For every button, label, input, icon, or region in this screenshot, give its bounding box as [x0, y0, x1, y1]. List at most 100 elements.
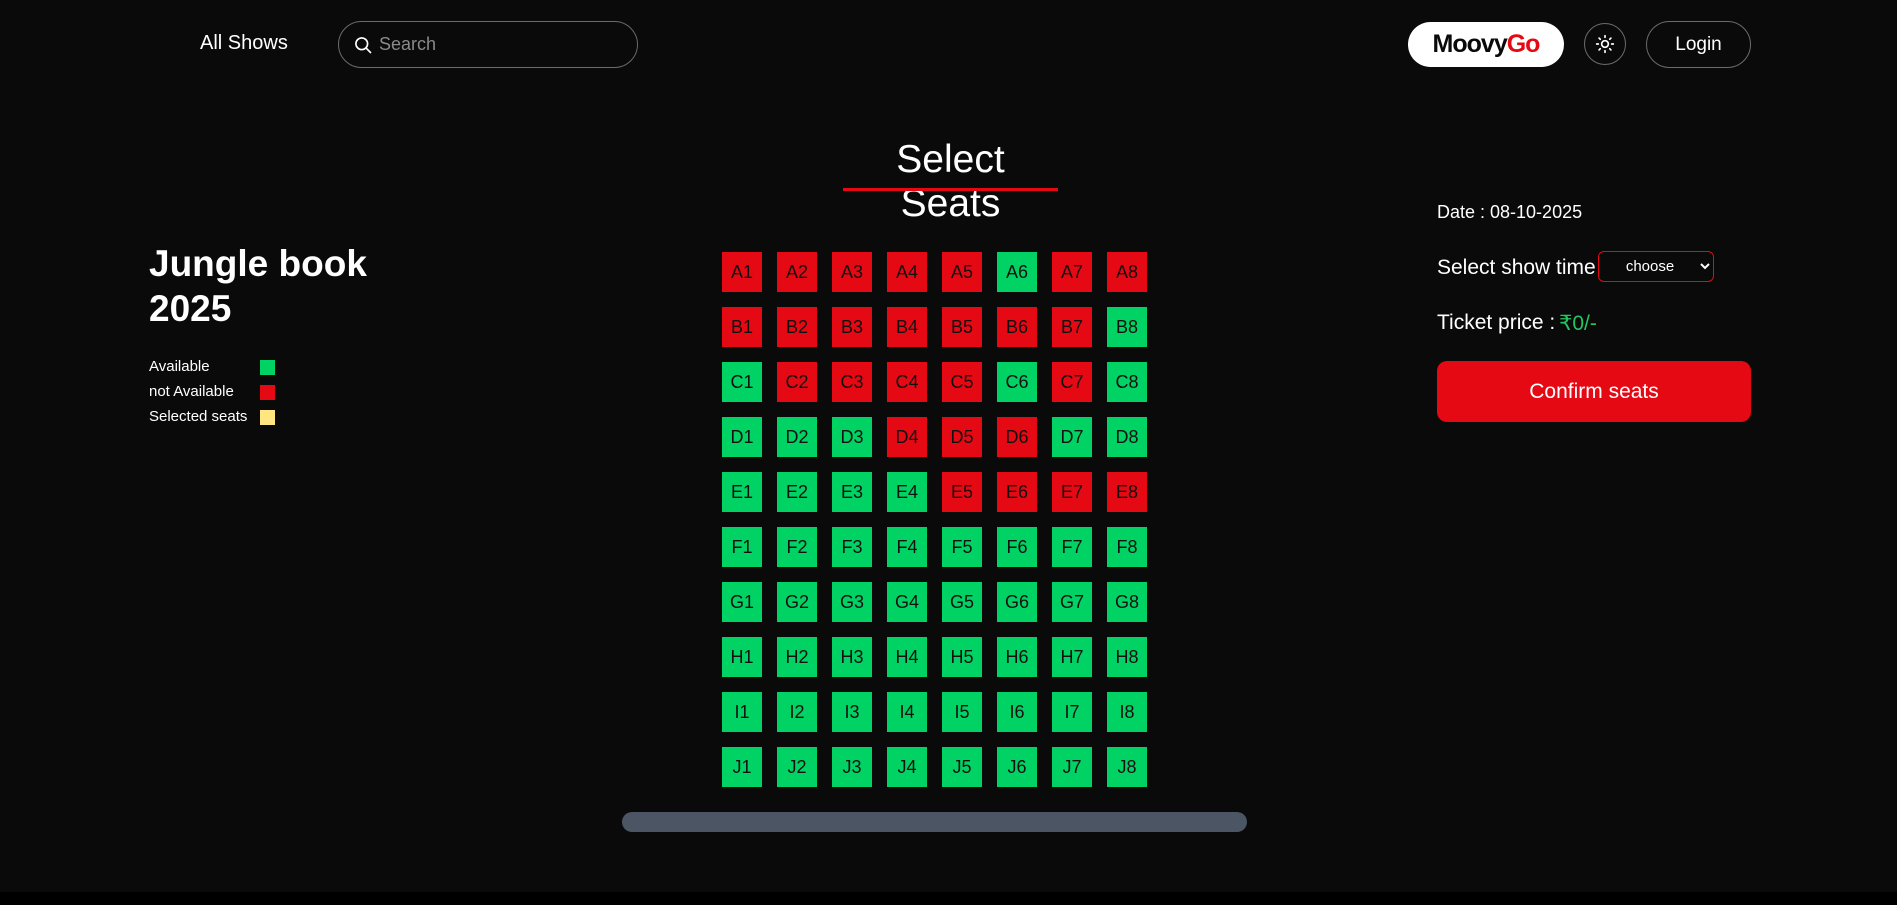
bottom-strip: [0, 892, 1897, 905]
seat-a1[interactable]: A1: [722, 252, 762, 292]
seat-i5[interactable]: I5: [942, 692, 982, 732]
legend-label: not Available: [149, 383, 234, 400]
seat-g1[interactable]: G1: [722, 582, 762, 622]
nav-all-shows-link[interactable]: All Shows: [200, 32, 288, 54]
seat-e3[interactable]: E3: [832, 472, 872, 512]
seat-a5[interactable]: A5: [942, 252, 982, 292]
seat-g2[interactable]: G2: [777, 582, 817, 622]
seat-legend: Available not Available Selected seats: [149, 356, 329, 431]
seat-g3[interactable]: G3: [832, 582, 872, 622]
seat-f8[interactable]: F8: [1107, 527, 1147, 567]
seat-b5[interactable]: B5: [942, 307, 982, 347]
seat-g5[interactable]: G5: [942, 582, 982, 622]
seat-c5[interactable]: C5: [942, 362, 982, 402]
seat-j4[interactable]: J4: [887, 747, 927, 787]
show-time-select[interactable]: choose: [1598, 251, 1714, 282]
seat-b1[interactable]: B1: [722, 307, 762, 347]
seat-c7[interactable]: C7: [1052, 362, 1092, 402]
seat-g4[interactable]: G4: [887, 582, 927, 622]
seat-c1[interactable]: C1: [722, 362, 762, 402]
seat-d4[interactable]: D4: [887, 417, 927, 457]
seat-i1[interactable]: I1: [722, 692, 762, 732]
seat-d6[interactable]: D6: [997, 417, 1037, 457]
seat-j6[interactable]: J6: [997, 747, 1037, 787]
seat-c6[interactable]: C6: [997, 362, 1037, 402]
seat-a7[interactable]: A7: [1052, 252, 1092, 292]
seat-d3[interactable]: D3: [832, 417, 872, 457]
legend-item-available: Available: [149, 356, 329, 381]
seat-b2[interactable]: B2: [777, 307, 817, 347]
seat-a2[interactable]: A2: [777, 252, 817, 292]
seat-i4[interactable]: I4: [887, 692, 927, 732]
seat-f4[interactable]: F4: [887, 527, 927, 567]
seat-h7[interactable]: H7: [1052, 637, 1092, 677]
seat-e7[interactable]: E7: [1052, 472, 1092, 512]
seat-f5[interactable]: F5: [942, 527, 982, 567]
ticket-price-value: ₹0/-: [1559, 312, 1597, 335]
seat-d1[interactable]: D1: [722, 417, 762, 457]
seat-h6[interactable]: H6: [997, 637, 1037, 677]
seat-j3[interactable]: J3: [832, 747, 872, 787]
seat-b7[interactable]: B7: [1052, 307, 1092, 347]
seat-f1[interactable]: F1: [722, 527, 762, 567]
seat-i8[interactable]: I8: [1107, 692, 1147, 732]
search-icon: [355, 36, 372, 53]
seat-d2[interactable]: D2: [777, 417, 817, 457]
logo[interactable]: Moovy Go: [1408, 22, 1564, 67]
seat-d5[interactable]: D5: [942, 417, 982, 457]
seat-f6[interactable]: F6: [997, 527, 1037, 567]
seat-h2[interactable]: H2: [777, 637, 817, 677]
seat-h3[interactable]: H3: [832, 637, 872, 677]
seat-i6[interactable]: I6: [997, 692, 1037, 732]
seat-b8[interactable]: B8: [1107, 307, 1147, 347]
logo-text-moovy: Moovy: [1432, 30, 1508, 58]
seat-g7[interactable]: G7: [1052, 582, 1092, 622]
seat-b6[interactable]: B6: [997, 307, 1037, 347]
seat-a6[interactable]: A6: [997, 252, 1037, 292]
seat-e8[interactable]: E8: [1107, 472, 1147, 512]
seat-e4[interactable]: E4: [887, 472, 927, 512]
seat-j1[interactable]: J1: [722, 747, 762, 787]
theme-toggle-button[interactable]: [1584, 23, 1626, 65]
search-box[interactable]: [338, 21, 638, 68]
seat-f7[interactable]: F7: [1052, 527, 1092, 567]
seat-e1[interactable]: E1: [722, 472, 762, 512]
seat-e5[interactable]: E5: [942, 472, 982, 512]
seat-e6[interactable]: E6: [997, 472, 1037, 512]
logo-text-go: Go: [1506, 30, 1541, 58]
seat-c2[interactable]: C2: [777, 362, 817, 402]
seat-h5[interactable]: H5: [942, 637, 982, 677]
seat-h1[interactable]: H1: [722, 637, 762, 677]
seat-c8[interactable]: C8: [1107, 362, 1147, 402]
seat-a3[interactable]: A3: [832, 252, 872, 292]
seat-h8[interactable]: H8: [1107, 637, 1147, 677]
seat-d8[interactable]: D8: [1107, 417, 1147, 457]
seat-h4[interactable]: H4: [887, 637, 927, 677]
seat-a8[interactable]: A8: [1107, 252, 1147, 292]
seat-i7[interactable]: I7: [1052, 692, 1092, 732]
seat-f3[interactable]: F3: [832, 527, 872, 567]
seat-i2[interactable]: I2: [777, 692, 817, 732]
legend-swatch-available: [260, 360, 275, 375]
legend-item-selected: Selected seats: [149, 406, 329, 431]
seat-i3[interactable]: I3: [832, 692, 872, 732]
seat-j8[interactable]: J8: [1107, 747, 1147, 787]
seat-a4[interactable]: A4: [887, 252, 927, 292]
seat-b3[interactable]: B3: [832, 307, 872, 347]
seat-c4[interactable]: C4: [887, 362, 927, 402]
seat-d7[interactable]: D7: [1052, 417, 1092, 457]
login-button[interactable]: Login: [1646, 21, 1751, 68]
seat-c3[interactable]: C3: [832, 362, 872, 402]
seat-b4[interactable]: B4: [887, 307, 927, 347]
confirm-seats-button[interactable]: Confirm seats: [1437, 361, 1751, 422]
ticket-price-label: Ticket price :: [1437, 311, 1556, 334]
seat-j7[interactable]: J7: [1052, 747, 1092, 787]
seat-f2[interactable]: F2: [777, 527, 817, 567]
seat-j5[interactable]: J5: [942, 747, 982, 787]
seat-g6[interactable]: G6: [997, 582, 1037, 622]
seat-e2[interactable]: E2: [777, 472, 817, 512]
seat-g8[interactable]: G8: [1107, 582, 1147, 622]
seat-j2[interactable]: J2: [777, 747, 817, 787]
legend-swatch-selected: [260, 410, 275, 425]
search-input[interactable]: [379, 34, 619, 55]
